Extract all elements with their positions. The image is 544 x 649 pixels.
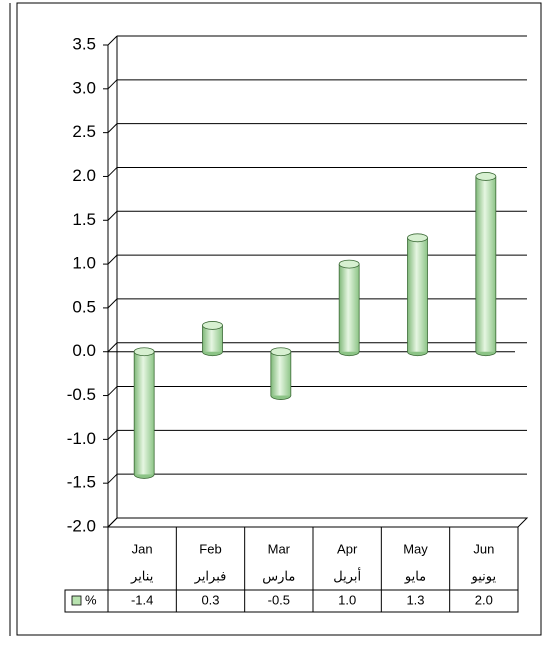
bar-body	[339, 264, 360, 352]
bar-body	[475, 176, 496, 352]
bar-body	[202, 325, 223, 352]
value-label: 1.3	[406, 592, 424, 607]
grid-line	[107, 473, 118, 484]
grid-line	[107, 79, 118, 90]
bar-top	[338, 259, 360, 269]
x-tick-label: Apr	[337, 541, 358, 556]
floor	[108, 517, 529, 528]
x-tick-label: Jan	[132, 541, 153, 556]
bar-top	[270, 347, 292, 357]
grid-line	[107, 386, 118, 396]
x-tick-label-ar: مايو	[404, 568, 426, 584]
x-tick-label-ar: مارس	[262, 568, 295, 584]
y-tick-label: 3.5	[72, 34, 96, 53]
x-tick-label: May	[403, 541, 428, 556]
axis-wall	[107, 36, 118, 528]
x-tick-label-ar: يونيو	[471, 568, 497, 584]
y-tick-label: 0.0	[72, 341, 96, 360]
x-tick-label: Mar	[268, 541, 291, 556]
bar-top	[133, 347, 155, 357]
legend-swatch	[71, 595, 82, 606]
grid-line	[107, 35, 118, 46]
bar	[270, 347, 292, 400]
bar-body	[134, 351, 155, 475]
x-tick-label: Feb	[199, 541, 221, 556]
y-tick-label: 2.5	[72, 122, 96, 141]
y-tick-label: -1.5	[67, 473, 96, 492]
grid-line	[107, 430, 118, 440]
bar	[475, 172, 497, 357]
x-tick-label-ar: أبريل	[333, 567, 361, 584]
y-tick-label: 1.5	[72, 210, 96, 229]
x-tick-label-ar: فبراير	[194, 568, 227, 584]
y-tick-label: 3.0	[72, 78, 96, 97]
value-label: -1.4	[131, 592, 153, 607]
bar-top	[475, 172, 497, 181]
x-tick-label: Jun	[473, 541, 494, 556]
bar	[202, 321, 223, 357]
x-tick-label-ar: يناير	[130, 568, 154, 584]
value-label: 2.0	[475, 592, 493, 607]
bar	[407, 233, 428, 357]
y-tick-label: 1.0	[72, 254, 96, 273]
grid-line	[107, 167, 118, 177]
grid-line	[107, 210, 118, 221]
bar	[338, 259, 360, 357]
grid-line	[107, 254, 118, 265]
legend-label: %	[85, 592, 97, 607]
grid-line	[107, 123, 118, 133]
grid-line	[107, 298, 118, 309]
value-label: 0.3	[201, 592, 219, 607]
bar	[133, 347, 155, 479]
y-tick-label: 0.5	[72, 297, 96, 316]
grid-line	[107, 342, 118, 353]
y-tick-label: -0.5	[67, 385, 96, 404]
bar-top	[202, 321, 223, 330]
grid-line	[107, 517, 118, 528]
bar-top	[407, 233, 428, 243]
y-tick-label: -2.0	[67, 516, 96, 535]
bar-body	[407, 237, 428, 352]
value-label: -0.5	[268, 592, 290, 607]
y-tick-label: -1.0	[67, 429, 96, 448]
bar-body	[270, 351, 291, 396]
frame	[16, 2, 542, 636]
value-label: 1.0	[338, 592, 356, 607]
y-tick-label: 2.0	[72, 166, 96, 185]
